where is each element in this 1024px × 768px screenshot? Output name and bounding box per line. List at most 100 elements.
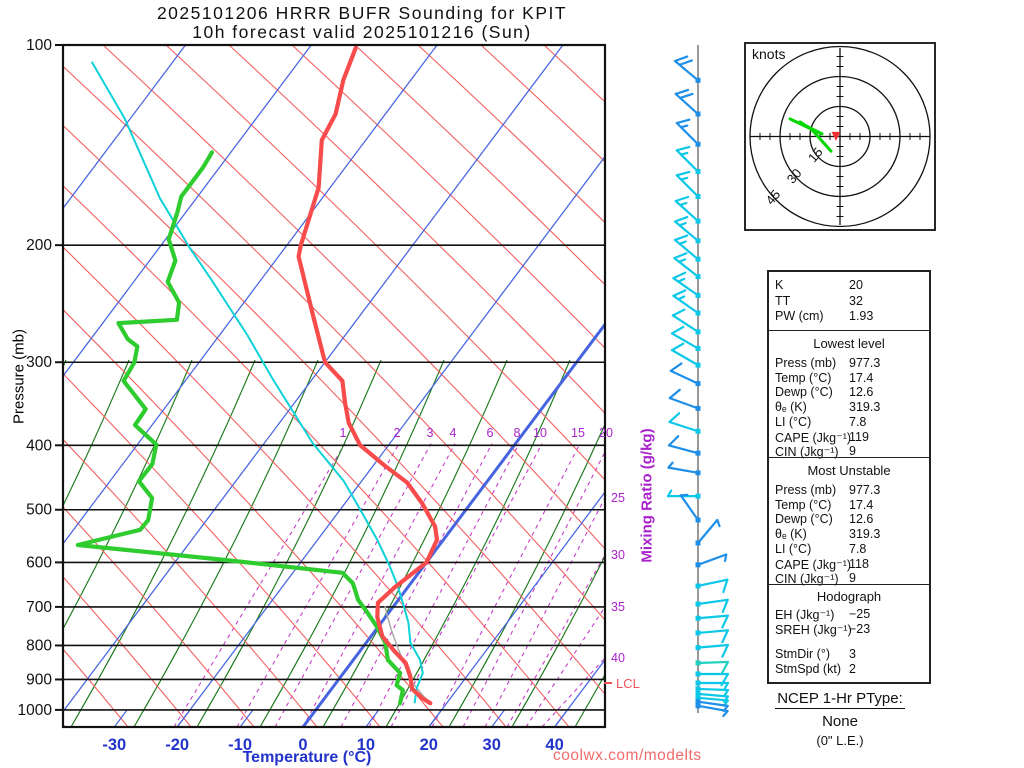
barb-full-feather (720, 660, 730, 675)
wind-barb (695, 518, 721, 546)
table-row-label: Press (mb) (775, 356, 837, 370)
table-row-value: 1.93 (849, 309, 874, 323)
barb-full-feather (672, 271, 687, 280)
barb-half-feather (679, 151, 689, 156)
barb-full-feather (673, 215, 689, 223)
wind-barb (679, 493, 701, 523)
temp-tick-label: -30 (102, 736, 126, 754)
temperature-trace (296, 45, 440, 706)
barb-half-feather (679, 124, 689, 129)
temp-strip-tick (302, 709, 317, 727)
moist-adiabat-line (385, 359, 571, 727)
table-row-label: CAPE (Jkg⁻¹) (775, 430, 852, 445)
dry-adiabat-line (63, 575, 192, 727)
barb-staff (672, 277, 700, 297)
barb-full-feather (671, 308, 686, 317)
wind-barb (695, 614, 729, 629)
mixing-ratio-top-label: 6 (487, 426, 494, 440)
barb-half-feather (666, 489, 673, 498)
table-row-label: Press (mb) (775, 483, 837, 497)
wind-barb (695, 629, 729, 644)
moist-adiabat-line (259, 359, 445, 727)
barb-staff (679, 494, 700, 522)
dry-adiabat-line (63, 65, 605, 621)
moist-adiabat-line (322, 359, 508, 727)
wind-barb (673, 55, 701, 83)
dry-adiabat-line (63, 246, 507, 727)
barb-staff (696, 643, 729, 649)
mixing-ratio-line (390, 443, 543, 727)
wind-barb (695, 703, 729, 718)
dry-adiabat-line (63, 308, 444, 727)
mixing-ratio-top-label: 20 (599, 426, 613, 440)
barb-full-feather (673, 55, 689, 63)
temp-tick-label: 20 (420, 736, 438, 754)
table-row-label: EH (Jkg⁻¹) (775, 608, 835, 622)
watermark-link[interactable]: coolwx.com/modelts (553, 747, 702, 764)
wind-barb (669, 362, 701, 387)
barb-staff (668, 397, 700, 410)
table-row-value: 319.3 (849, 400, 881, 415)
isotherm-line (63, 45, 312, 378)
wind-barb (675, 145, 701, 175)
temp-tick-label: 10 (357, 736, 375, 754)
ncep-note: (0" L.E.) (816, 733, 864, 748)
mixing-ratio-right-label: 35 (611, 600, 625, 614)
dry-adiabat-line (228, 45, 605, 414)
temp-strip-tick (113, 709, 128, 727)
temp-tick-label: 30 (483, 736, 501, 754)
pressure-tick-label: 300 (26, 354, 52, 371)
table-divider (769, 330, 929, 331)
barb-half-feather (667, 461, 674, 469)
barb-half-feather (723, 688, 730, 697)
mixing-ratio-right-label: 25 (611, 491, 625, 505)
table-row-label: StmDir (°) (775, 647, 830, 661)
wind-barb (695, 553, 728, 568)
barb-staff (667, 466, 700, 474)
isotherm-line (63, 45, 564, 713)
dry-adiabat-line (291, 45, 605, 349)
table-row-value: 32 (849, 293, 863, 308)
barb-staff (670, 349, 700, 367)
table-row-value: −23 (849, 621, 871, 636)
dry-adiabat-line (63, 506, 255, 727)
temperature-axis-label: Temperature (°C) (242, 749, 372, 766)
temp-tick-label: 0 (298, 736, 307, 754)
mixing-ratio-line (462, 451, 605, 727)
table-section-title: Hodograph (816, 589, 882, 604)
table-row-value: 977.3 (849, 483, 881, 497)
wind-barb (695, 686, 730, 697)
table-row-value: 12.6 (849, 385, 874, 400)
mixing-ratio-right-label: 30 (611, 548, 625, 562)
page-subtitle: 10h forecast valid 2025101216 (Sun) (192, 22, 532, 42)
barb-half-feather (678, 222, 687, 227)
wind-barb (670, 325, 701, 351)
isotherm-line (176, 155, 605, 727)
barb-half-feather (723, 553, 728, 563)
barb-staff (696, 704, 729, 713)
pressure-tick-label: 100 (26, 37, 52, 54)
mixing-ratio-top-label: 8 (514, 426, 521, 440)
table-row-label: CIN (Jkg⁻¹) (775, 572, 839, 587)
table-row-label: TT (775, 293, 791, 308)
barb-staff (696, 687, 730, 692)
barb-full-feather (722, 578, 729, 594)
table-row-value: 17.4 (849, 370, 874, 385)
pressure-tick-label: 900 (26, 671, 52, 688)
barb-full-feather (672, 289, 687, 297)
temp-tick-label: 40 (545, 736, 563, 754)
wind-barb (675, 118, 701, 147)
mixing-ratio-line (484, 497, 605, 727)
ncep-value: None (822, 713, 858, 730)
wind-barb (673, 234, 701, 262)
wetbulb-trace (90, 61, 424, 704)
plot-border (61, 43, 607, 729)
hodograph-units-label: knots (752, 46, 786, 62)
lcl-label: LCL (616, 676, 640, 691)
barb-staff (696, 614, 729, 620)
dry-adiabat-line (480, 45, 605, 163)
barb-full-feather (674, 88, 690, 96)
barb-full-feather (679, 92, 694, 100)
